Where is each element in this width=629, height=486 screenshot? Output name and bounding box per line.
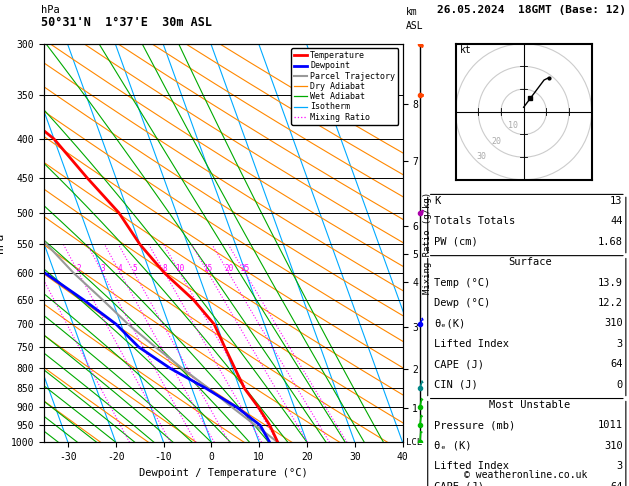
Text: hPa: hPa xyxy=(41,4,60,15)
Text: 10: 10 xyxy=(175,264,185,273)
Text: 4: 4 xyxy=(118,264,123,273)
Text: © weatheronline.co.uk: © weatheronline.co.uk xyxy=(464,470,587,480)
Text: θₑ (K): θₑ (K) xyxy=(434,441,472,451)
Text: PW (cm): PW (cm) xyxy=(434,237,478,247)
Text: 0: 0 xyxy=(616,380,623,390)
Text: Totals Totals: Totals Totals xyxy=(434,216,515,226)
Text: 50°31'N  1°37'E  30m ASL: 50°31'N 1°37'E 30m ASL xyxy=(41,16,212,29)
Text: 10: 10 xyxy=(508,121,518,130)
Text: 1.68: 1.68 xyxy=(598,237,623,247)
Text: CAPE (J): CAPE (J) xyxy=(434,482,484,486)
Text: 26.05.2024  18GMT (Base: 12): 26.05.2024 18GMT (Base: 12) xyxy=(437,4,626,15)
Text: Most Unstable: Most Unstable xyxy=(489,400,571,410)
Text: LCL: LCL xyxy=(406,438,422,447)
Text: 64: 64 xyxy=(610,359,623,369)
Text: CIN (J): CIN (J) xyxy=(434,380,478,390)
Text: CAPE (J): CAPE (J) xyxy=(434,359,484,369)
Text: km: km xyxy=(406,7,418,17)
Text: ASL: ASL xyxy=(406,21,423,31)
Text: kt: kt xyxy=(460,45,472,55)
Text: θₑ(K): θₑ(K) xyxy=(434,318,465,329)
Text: Surface: Surface xyxy=(508,257,552,267)
Text: 13: 13 xyxy=(610,196,623,206)
Y-axis label: hPa: hPa xyxy=(0,233,5,253)
Text: 30: 30 xyxy=(476,153,486,161)
Text: 2: 2 xyxy=(77,264,81,273)
Legend: Temperature, Dewpoint, Parcel Trajectory, Dry Adiabat, Wet Adiabat, Isotherm, Mi: Temperature, Dewpoint, Parcel Trajectory… xyxy=(291,48,398,125)
Text: 15: 15 xyxy=(204,264,213,273)
Text: 310: 310 xyxy=(604,318,623,329)
Text: 8: 8 xyxy=(163,264,167,273)
Text: 20: 20 xyxy=(225,264,233,273)
Text: 3: 3 xyxy=(616,461,623,471)
Text: 5: 5 xyxy=(132,264,136,273)
Text: 20: 20 xyxy=(492,137,502,145)
Text: K: K xyxy=(434,196,440,206)
Text: 310: 310 xyxy=(604,441,623,451)
Text: Temp (°C): Temp (°C) xyxy=(434,278,490,288)
Text: 44: 44 xyxy=(610,216,623,226)
Text: Dewp (°C): Dewp (°C) xyxy=(434,298,490,308)
Text: 3: 3 xyxy=(616,339,623,349)
Text: 12.2: 12.2 xyxy=(598,298,623,308)
Text: Lifted Index: Lifted Index xyxy=(434,461,509,471)
Text: 3: 3 xyxy=(101,264,105,273)
Text: 64: 64 xyxy=(610,482,623,486)
Text: 1011: 1011 xyxy=(598,420,623,431)
Text: 25: 25 xyxy=(241,264,250,273)
Text: Lifted Index: Lifted Index xyxy=(434,339,509,349)
Text: Mixing Ratio (g/kg): Mixing Ratio (g/kg) xyxy=(423,192,432,294)
Text: 13.9: 13.9 xyxy=(598,278,623,288)
Text: Pressure (mb): Pressure (mb) xyxy=(434,420,515,431)
X-axis label: Dewpoint / Temperature (°C): Dewpoint / Temperature (°C) xyxy=(139,468,308,478)
